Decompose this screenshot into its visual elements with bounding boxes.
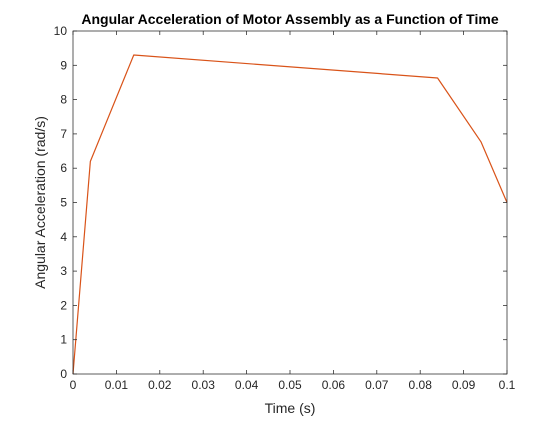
x-tick-label: 0.1 [499,378,516,392]
y-tick-label: 8 [60,93,67,107]
y-tick-label: 7 [60,127,67,141]
plot-area [73,31,507,374]
y-tick-label: 6 [60,161,67,175]
y-axis-label: Angular Acceleration (rad/s) [32,116,48,289]
x-tick-label: 0.01 [105,378,129,392]
x-tick-label: 0.09 [452,378,476,392]
x-tick-label: 0.02 [148,378,172,392]
y-tick-label: 1 [60,333,67,347]
x-tick-label: 0.08 [409,378,433,392]
x-tick-label: 0.04 [235,378,259,392]
x-axis-label: Time (s) [265,400,316,416]
y-tick-label: 4 [60,230,67,244]
y-tick-label: 9 [60,58,67,72]
series-layer [72,54,508,375]
x-tick-label: 0.07 [365,378,389,392]
x-tick-label: 0.03 [192,378,216,392]
y-tick-label: 3 [60,264,67,278]
y-axis: 0 1 2 3 4 5 6 7 8 9 10 [54,24,507,381]
chart-title: Angular Acceleration of Motor Assembly a… [81,11,498,27]
x-tick-label: 0 [70,378,77,392]
y-tick-label: 0 [60,367,67,381]
series-line [72,54,508,375]
x-tick-label: 0.06 [322,378,346,392]
y-tick-label: 2 [60,298,67,312]
y-tick-label: 10 [54,24,68,38]
x-axis: 0 0.01 0.02 0.03 0.04 0.05 0.06 0.07 0.08 0.09 0.1 [70,31,516,392]
x-tick-label: 0.05 [278,378,302,392]
y-tick-label: 5 [60,196,67,210]
